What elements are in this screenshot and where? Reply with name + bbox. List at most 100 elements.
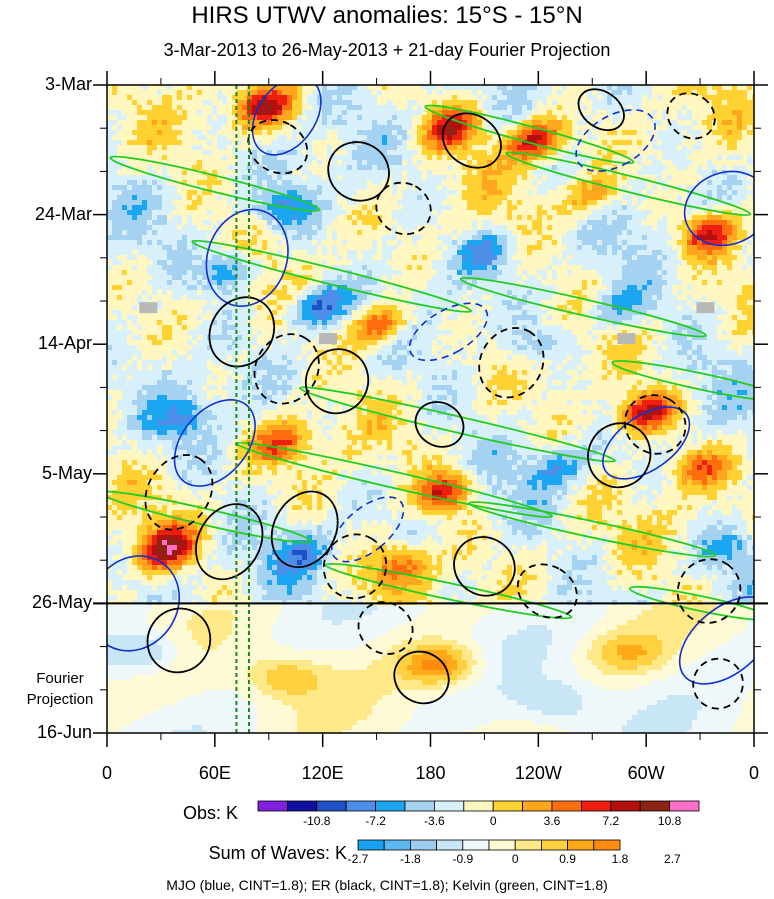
heat-cell [257,190,263,196]
heat-cell [307,185,313,191]
heat-cell [647,220,653,226]
heat-cell [127,120,133,126]
heat-cell [577,120,583,126]
heat-cell [737,185,743,191]
heat-cell [317,85,323,91]
heat-cell [232,160,238,166]
heat-cell [447,120,453,126]
heat-cell [642,145,648,151]
heat-cell [262,275,268,281]
heat-cell [117,180,123,186]
heat-cell [707,270,713,276]
heat-cell [132,175,138,181]
heat-cell [217,165,223,171]
heat-cell [662,220,668,226]
heat-cell [232,270,238,276]
heat-cell [572,100,578,106]
heat-cell [587,160,593,166]
heat-cell [172,95,178,101]
heat-cell [707,150,713,156]
heat-cell [637,165,643,171]
heat-cell [372,265,378,271]
heat-cell [497,100,503,106]
heat-cell [297,140,303,146]
heat-cell [497,260,503,266]
heat-cell [377,100,383,106]
heat-cell [217,180,223,186]
heat-cell [312,270,318,276]
heat-cell [482,200,488,206]
heat-cell [647,245,653,251]
heat-cell [147,145,153,151]
heat-cell [412,190,418,196]
heat-cell [667,205,673,211]
heat-cell [687,100,693,106]
heat-cell [662,245,668,251]
heat-cell [162,235,168,241]
heat-cell [507,85,513,91]
heat-cell [137,215,143,221]
heat-cell [322,215,328,221]
heat-cell [547,250,553,256]
heat-cell [167,200,173,206]
heat-cell [522,210,528,216]
heat-cell [107,215,113,221]
heat-cell [357,205,363,211]
heat-cell [382,265,388,271]
heat-cell [587,100,593,106]
heat-cell [132,90,138,96]
heat-cell [237,95,243,101]
heat-cell [297,115,303,121]
heat-cell [112,125,118,131]
heat-cell [747,245,753,251]
heat-cell [317,235,323,241]
heat-cell [277,120,283,126]
heat-cell [327,100,333,106]
heat-cell [187,195,193,201]
heat-cell [137,265,143,271]
heat-cell [397,100,403,106]
heat-cell [412,100,418,106]
heat-cell [427,170,433,176]
heat-cell [152,85,158,91]
heat-cell [437,90,443,96]
heat-cell [552,230,558,236]
heat-cell [732,190,738,196]
heat-cell [217,175,223,181]
heat-cell [582,235,588,241]
heat-cell [242,250,248,256]
heat-cell [127,145,133,151]
heat-cell [532,145,538,151]
heat-cell [527,245,533,251]
heat-cell [612,240,618,246]
heat-cell [352,100,358,106]
heat-cell [317,120,323,126]
heat-cell [662,240,668,246]
heat-cell [522,205,528,211]
heat-cell [397,85,403,91]
heat-cell [622,110,628,116]
heat-cell [162,220,168,226]
heat-cell [527,230,533,236]
heat-cell [697,210,703,216]
heat-cell [507,110,513,116]
heat-cell [647,90,653,96]
heat-cell [542,270,548,276]
heat-cell [377,155,383,161]
heat-cell [707,235,713,241]
heat-cell [197,155,203,161]
heat-cell [237,130,243,136]
heat-cell [417,255,423,261]
heat-cell [602,225,608,231]
heat-cell [457,130,463,136]
heat-cell [197,270,203,276]
heat-cell [367,205,373,211]
heat-cell [672,210,678,216]
heat-cell [492,215,498,221]
heat-cell [247,215,253,221]
heat-cell [297,180,303,186]
heat-cell [717,255,723,261]
heat-cell [607,255,613,261]
heat-cell [752,230,754,236]
heat-cell [212,200,218,206]
